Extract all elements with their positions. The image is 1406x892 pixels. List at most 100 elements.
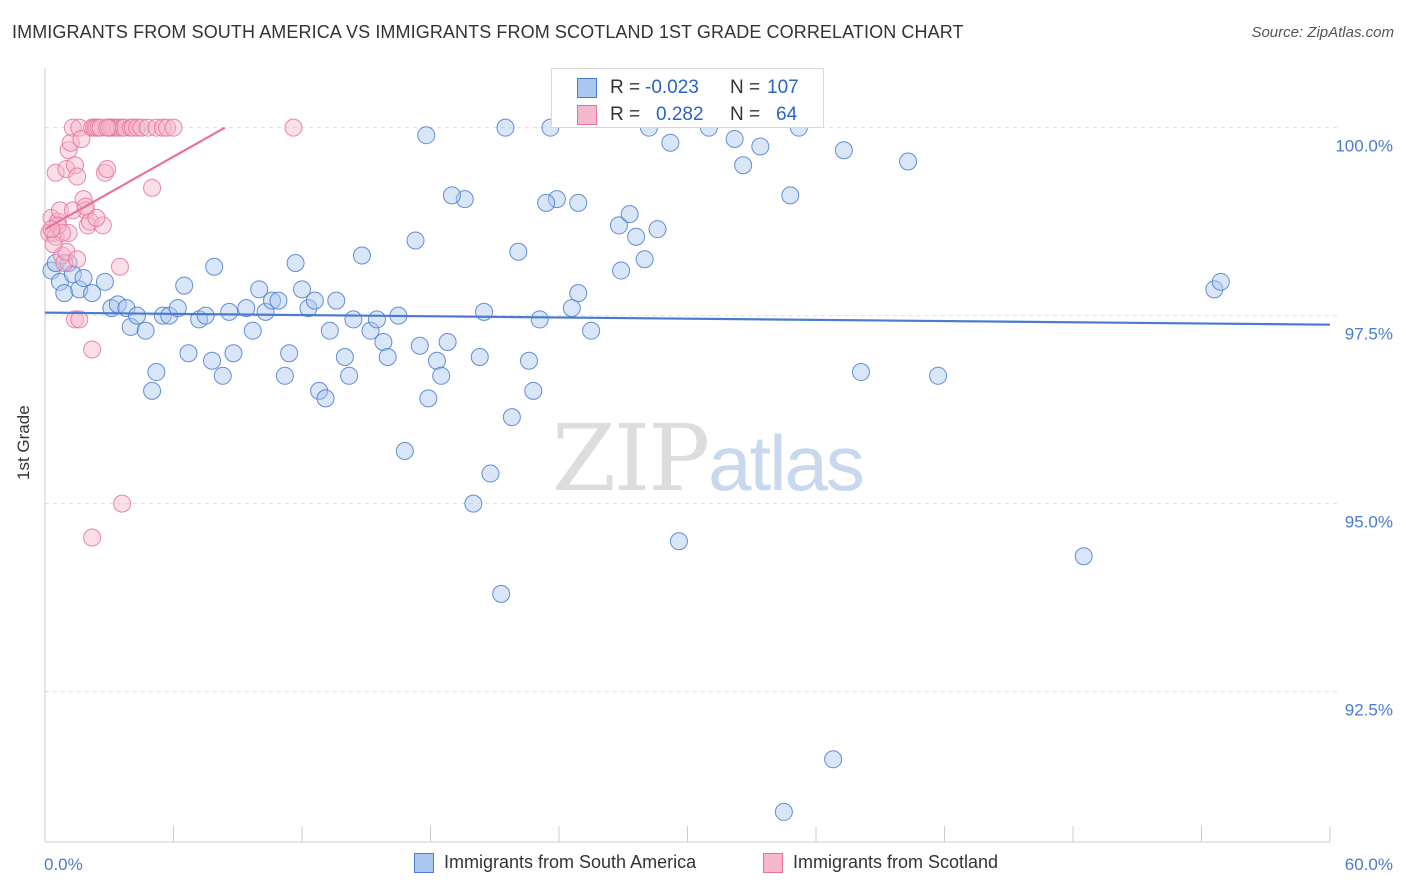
south-america-point [406, 231, 425, 250]
correlation-stats-box: R = -0.023 N = 107 R = 0.282 N = 64 [551, 68, 824, 128]
south-america-point [280, 344, 299, 363]
south-america-point [352, 246, 371, 265]
scotland-point [68, 250, 87, 269]
south-america-point [929, 366, 948, 385]
scotland-point [132, 118, 151, 137]
south-america-point [55, 284, 74, 303]
south-america-point [562, 299, 581, 318]
south-america-point [432, 366, 451, 385]
n-label: N = [730, 104, 761, 125]
y-tick-label: 97.5% [1345, 325, 1393, 344]
south-america-point [378, 348, 397, 367]
x-tick-label: 60.0% [1345, 855, 1393, 874]
scotland-point [158, 118, 177, 137]
n-label: N = [730, 77, 761, 98]
south-america-point [327, 291, 346, 310]
south-america-point [224, 344, 243, 363]
r-label: R = [610, 77, 641, 98]
south-america-point [774, 802, 793, 821]
south-america-point [320, 321, 339, 340]
south-america-point [361, 321, 380, 340]
south-america-point [269, 291, 288, 310]
south-america-point [661, 133, 680, 152]
south-america-point [620, 205, 639, 224]
south-america-point [464, 494, 483, 513]
south-america-point [59, 254, 78, 273]
south-america-point [310, 381, 329, 400]
south-america-point [293, 280, 311, 299]
south-america-point [751, 137, 770, 156]
watermark: ZIPatlas [552, 405, 865, 512]
scotland-point [61, 133, 80, 152]
south-america-point [530, 310, 549, 329]
r-label: R = [610, 104, 641, 125]
legend-item-scotland[interactable]: Immigrants from Scotland [763, 852, 998, 873]
scotland-point [46, 163, 65, 182]
scotland-point [50, 201, 69, 220]
south-america-point [243, 321, 262, 340]
scotland-point [128, 118, 147, 137]
watermark-atlas: atlas [708, 419, 865, 507]
pink-swatch-icon [577, 105, 597, 125]
south-america-point [470, 348, 489, 367]
scotland-point [98, 160, 117, 179]
south-america-point [520, 351, 539, 370]
y-tick-label: 100.0% [1335, 137, 1393, 156]
legend-item-south-america[interactable]: Immigrants from South America [414, 852, 696, 873]
south-america-point [569, 284, 588, 303]
stats-row-scotland: R = 0.282 N = 64 [552, 101, 823, 127]
south-america-point [899, 152, 918, 171]
south-america-point [344, 310, 363, 329]
south-america-point [205, 257, 224, 276]
south-america-point [609, 216, 628, 235]
south-america-point [305, 291, 324, 310]
south-america-point [1074, 547, 1093, 566]
south-america-point [442, 186, 461, 205]
south-america-point [410, 336, 429, 355]
south-america-point [734, 156, 753, 175]
south-america-point [74, 269, 93, 288]
x-tick-label: 0.0% [44, 855, 83, 874]
south-america-point [781, 186, 800, 205]
south-america-point [524, 381, 543, 400]
scotland-point [59, 223, 78, 242]
scotland-point [83, 528, 102, 547]
watermark-zip: ZIP [552, 405, 710, 512]
south-america-point [95, 272, 114, 291]
south-america-point [1211, 272, 1230, 291]
south-america-point [128, 306, 147, 325]
south-america-point [263, 291, 282, 310]
trend-lines [44, 126, 1331, 326]
scotland-point [65, 310, 84, 329]
south-america-point [256, 302, 275, 321]
scotland-point [284, 118, 303, 137]
axes [44, 68, 1331, 843]
scotland-point [153, 118, 172, 137]
south-america-point [213, 366, 232, 385]
south-america-point [851, 363, 870, 382]
scotland-point [164, 118, 183, 137]
south-america-point [635, 250, 654, 269]
south-america-point [340, 366, 359, 385]
scotland-point [59, 141, 78, 160]
scotland-point [68, 167, 87, 186]
scotland-point [65, 156, 84, 175]
scotland-point [42, 220, 61, 239]
y-tick-label: 95.0% [1345, 513, 1393, 532]
south-america-point [834, 141, 853, 160]
south-america-point [419, 389, 438, 408]
scotland-trend-line [44, 126, 226, 231]
legend-label: Immigrants from South America [444, 852, 697, 872]
south-america-point [496, 118, 515, 137]
south-america-point [648, 220, 667, 239]
scotland-point [83, 340, 102, 359]
south-america-point [417, 126, 436, 145]
south-america-point [136, 321, 155, 340]
south-america-point [179, 344, 198, 363]
south-america-point [168, 299, 187, 318]
scotland-point [44, 235, 63, 254]
legend: Immigrants from South America Immigrants… [0, 852, 1406, 878]
south-america-point [250, 280, 269, 299]
south-america-point [175, 276, 194, 295]
